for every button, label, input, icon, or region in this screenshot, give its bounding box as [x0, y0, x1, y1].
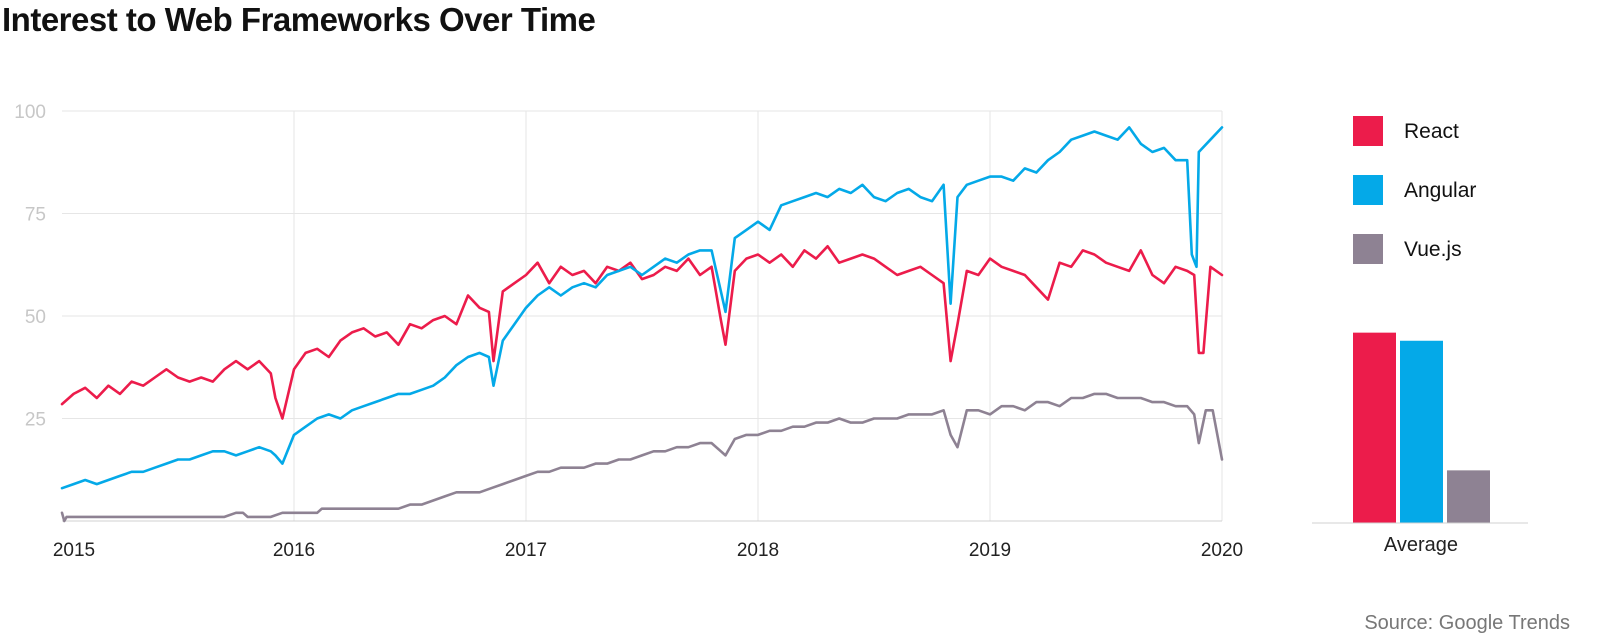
- x-tick-label: 2020: [1201, 540, 1243, 561]
- line-series: [60, 126, 1224, 523]
- legend: React Angular Vue.js: [1353, 116, 1476, 264]
- average-bar-chart: Average: [1312, 332, 1528, 556]
- average-bar-vuejs: [1447, 470, 1490, 523]
- x-tick-label: 2017: [505, 540, 547, 561]
- y-tick-label: 25: [25, 410, 46, 431]
- y-tick-label: 75: [25, 205, 46, 226]
- y-tick-label: 50: [25, 307, 46, 328]
- x-tick-label: 2015: [53, 540, 95, 561]
- legend-label: Angular: [1404, 179, 1476, 202]
- y-tick-label: 100: [14, 102, 46, 123]
- legend-label: Vue.js: [1404, 238, 1462, 261]
- legend-swatch-vuejs: [1353, 234, 1383, 264]
- chart-title: Interest to Web Frameworks Over Time: [2, 1, 596, 38]
- average-bar-react: [1353, 332, 1396, 523]
- grid-lines: [62, 110, 1223, 521]
- series-line-react: [60, 245, 1224, 420]
- average-bar-angular: [1400, 340, 1443, 523]
- series-line-vuejs: [60, 392, 1224, 523]
- x-tick-label: 2019: [969, 540, 1011, 561]
- x-tick-label: 2018: [737, 540, 779, 561]
- bar-axis-label: Average: [1384, 534, 1458, 556]
- legend-swatch-react: [1353, 116, 1383, 146]
- source-note: Source: Google Trends: [1364, 612, 1570, 634]
- legend-label: React: [1404, 120, 1459, 143]
- legend-swatch-angular: [1353, 175, 1383, 205]
- y-axis: 25 50 75 100: [14, 102, 46, 431]
- x-axis: 2015 2016 2017 2018 2019 2020: [53, 520, 1243, 561]
- x-tick-label: 2016: [273, 540, 315, 561]
- series-line-angular: [60, 126, 1224, 490]
